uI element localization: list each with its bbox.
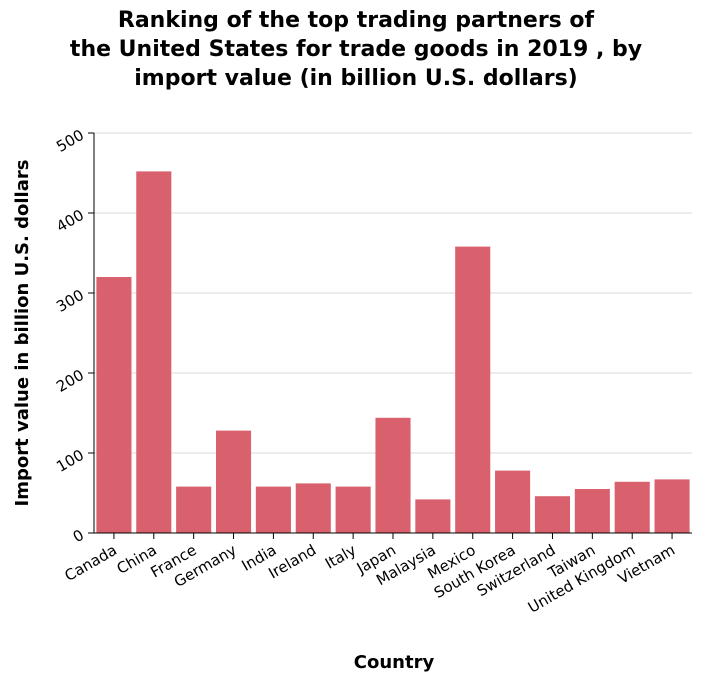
- y-tick-label: 200: [53, 366, 87, 396]
- bar-india: [255, 486, 291, 533]
- bar-taiwan: [574, 489, 610, 533]
- bars: [96, 171, 690, 533]
- x-tick-label: Canada: [62, 541, 120, 585]
- y-tick-label: 100: [53, 446, 87, 476]
- chart-title: Ranking of the top trading partners of t…: [69, 8, 643, 91]
- x-axis-title: Country: [354, 652, 435, 673]
- bar-mexico: [455, 246, 491, 533]
- y-tick-label: 300: [53, 286, 87, 316]
- y-tick-label: 400: [53, 206, 87, 236]
- y-tick-label: 500: [53, 126, 87, 156]
- bar-france: [176, 486, 212, 533]
- bar-china: [136, 171, 172, 533]
- bar-ireland: [295, 483, 331, 533]
- bar-malaysia: [415, 499, 451, 533]
- bar-japan: [375, 417, 411, 533]
- grid-lines: [94, 132, 692, 454]
- x-tick-label: Italy: [322, 541, 359, 573]
- bar-south-korea: [495, 470, 531, 533]
- bar-united-kingdom: [614, 481, 650, 533]
- bar-germany: [215, 430, 252, 533]
- bar-italy: [335, 486, 371, 533]
- y-tick-label: 0: [70, 526, 87, 546]
- bar-canada: [96, 277, 132, 533]
- y-axis-title: Import value in billion U.S. dollars: [12, 160, 33, 507]
- bar-switzerland: [534, 496, 571, 533]
- bar-vietnam: [654, 479, 690, 533]
